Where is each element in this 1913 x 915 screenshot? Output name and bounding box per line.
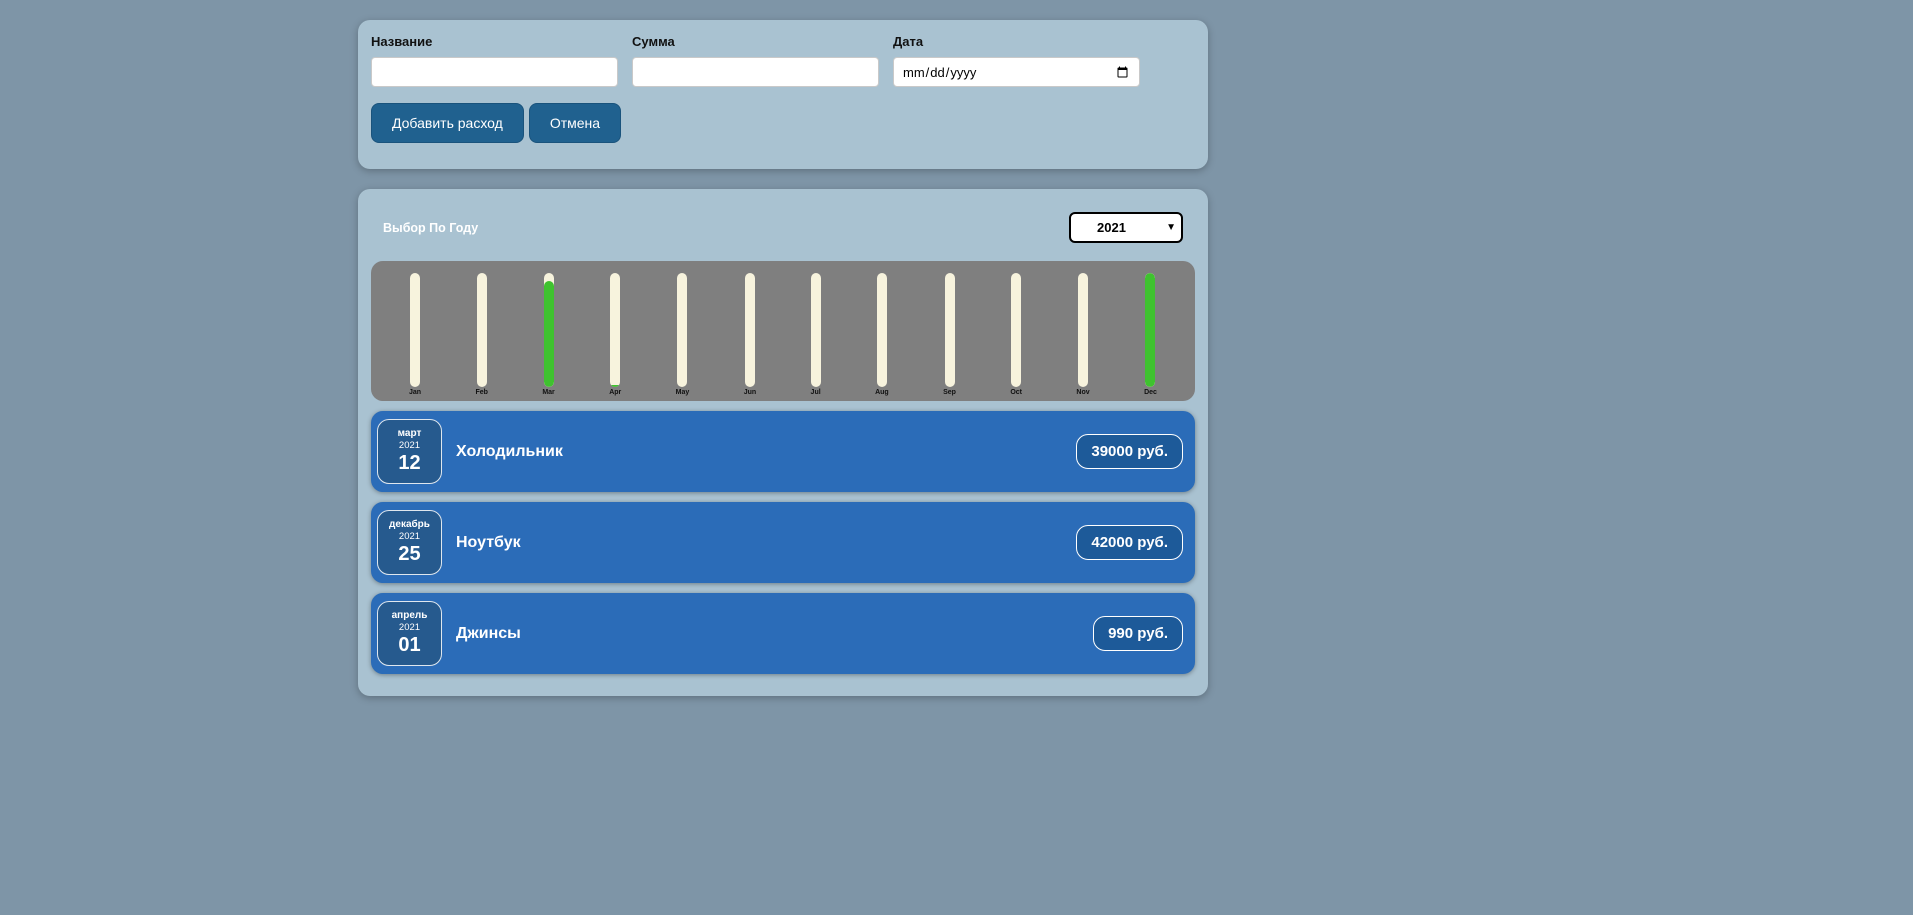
bar-month-label: Jun — [743, 389, 757, 396]
expense-price-badge: 42000 руб. — [1076, 525, 1183, 560]
expenses-chart: Jan Feb Mar Apr May Jun Jul Aug Sep Oct Nov Dec — [371, 261, 1195, 401]
chart-bar-aug: Aug — [875, 273, 889, 397]
chart-bar-jul: Jul — [811, 273, 821, 397]
bar-month-label: Feb — [475, 389, 488, 396]
expense-item: декабрь 2021 25 Ноутбук 42000 руб. — [371, 502, 1195, 583]
bar-track — [876, 273, 887, 387]
expense-date-month: март — [397, 428, 422, 439]
app-content: Название Сумма Дата Добавить расход Отме… — [358, 0, 1208, 696]
bar-month-label: Apr — [609, 389, 622, 396]
bar-fill — [543, 280, 554, 387]
bar-track — [677, 273, 688, 387]
expense-date-day: 12 — [398, 452, 421, 474]
expense-item: апрель 2021 01 Джинсы 990 руб. — [371, 593, 1195, 674]
bar-month-label: Nov — [1076, 389, 1090, 396]
expense-date-year: 2021 — [398, 531, 421, 542]
year-select-wrap: 2021 ▼ — [1069, 212, 1183, 243]
bar-track — [1078, 273, 1089, 387]
expense-date-day: 01 — [398, 634, 421, 656]
amount-input[interactable] — [632, 57, 879, 87]
expense-date-month: декабрь — [389, 519, 430, 530]
form-fields-row: Название Сумма Дата — [371, 34, 1195, 87]
expense-item: март 2021 12 Холодильник 39000 руб. — [371, 411, 1195, 492]
expense-date-badge: апрель 2021 01 — [377, 601, 442, 666]
expense-list: март 2021 12 Холодильник 39000 руб. декабрь 20… — [371, 411, 1195, 674]
expense-price-badge: 990 руб. — [1093, 616, 1183, 651]
chart-bar-mar: Mar — [542, 273, 555, 397]
bar-track — [744, 273, 755, 387]
expense-date-month: апрель — [391, 610, 428, 621]
chart-bar-nov: Nov — [1076, 273, 1090, 397]
amount-field-group: Сумма — [632, 34, 879, 87]
expense-title: Холодильник — [456, 442, 563, 460]
bar-track — [944, 273, 955, 387]
bar-month-label: Sep — [943, 389, 956, 396]
bar-track — [610, 273, 621, 387]
name-input[interactable] — [371, 57, 618, 87]
bar-month-label: Aug — [875, 389, 889, 396]
form-actions: Добавить расход Отмена — [371, 103, 1195, 143]
expense-date-year: 2021 — [398, 440, 421, 451]
bar-track — [1011, 273, 1022, 387]
date-field-group: Дата — [893, 34, 1140, 87]
bar-fill — [1145, 273, 1156, 387]
amount-label: Сумма — [632, 34, 675, 49]
bar-track — [476, 273, 487, 387]
bar-track — [1145, 273, 1156, 387]
expense-date-badge: декабрь 2021 25 — [377, 510, 442, 575]
chart-bar-oct: Oct — [1010, 273, 1022, 397]
chart-bar-jun: Jun — [744, 273, 756, 397]
bar-fill — [610, 384, 621, 387]
chart-bar-may: May — [675, 273, 690, 397]
chart-bar-jan: Jan — [409, 273, 421, 397]
chart-bar-feb: Feb — [475, 273, 488, 397]
chart-bar-apr: Apr — [609, 273, 621, 397]
expense-title: Ноутбук — [456, 533, 521, 551]
bar-month-label: Jul — [810, 389, 821, 396]
expense-price-badge: 39000 руб. — [1076, 434, 1183, 469]
bar-month-label: Mar — [542, 389, 555, 396]
bar-track — [410, 273, 421, 387]
add-expense-button[interactable]: Добавить расход — [371, 103, 524, 143]
expense-date-badge: март 2021 12 — [377, 419, 442, 484]
bar-track — [543, 273, 554, 387]
expense-date-day: 25 — [398, 543, 421, 565]
expenses-card: Выбор По Году 2021 ▼ Jan Feb Mar Apr May Jun J… — [358, 189, 1208, 696]
name-field-group: Название — [371, 34, 618, 87]
expense-date-year: 2021 — [398, 622, 421, 633]
new-expense-form-card: Название Сумма Дата Добавить расход Отме… — [358, 20, 1208, 169]
chart-bar-dec: Dec — [1144, 273, 1157, 397]
bar-month-label: Jan — [409, 389, 422, 396]
bar-month-label: Dec — [1144, 389, 1157, 396]
cancel-button[interactable]: Отмена — [528, 103, 622, 143]
date-label: Дата — [893, 34, 924, 49]
name-label: Название — [371, 34, 433, 49]
year-filter-label: Выбор По Году — [383, 220, 479, 235]
year-select[interactable]: 2021 — [1069, 212, 1183, 243]
bar-month-label: May — [675, 389, 690, 396]
chart-bar-sep: Sep — [943, 273, 956, 397]
year-filter-row: Выбор По Году 2021 ▼ — [371, 202, 1195, 255]
bar-track — [810, 273, 821, 387]
bar-month-label: Oct — [1010, 389, 1023, 396]
expense-title: Джинсы — [456, 624, 521, 642]
date-input[interactable] — [893, 57, 1140, 87]
